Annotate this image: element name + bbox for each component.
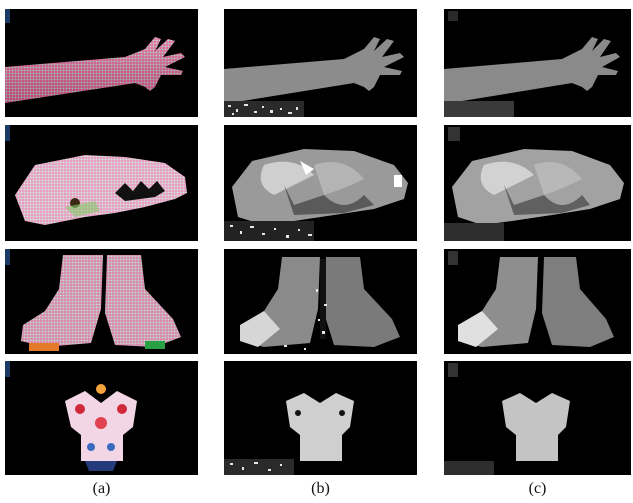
skull-depth-b-panel [224, 125, 417, 241]
hand-depth-b-panel [224, 9, 417, 117]
hand-depth-c-panel [444, 9, 631, 117]
figurine-depth-c-panel [444, 361, 631, 475]
caption-c: (c) [528, 480, 547, 497]
figurine-depth-b-panel [224, 361, 417, 475]
figurine-photo-panel [5, 361, 198, 475]
skull-depth-c-panel [444, 125, 631, 241]
skull-photo-panel [5, 125, 198, 241]
boots-photo-panel [5, 249, 198, 354]
boots-depth-c-panel [444, 249, 631, 354]
caption-b: (b) [311, 480, 330, 497]
boots-depth-b-panel [224, 249, 417, 354]
hand-photo-panel [5, 9, 198, 117]
caption-a: (a) [92, 480, 111, 497]
